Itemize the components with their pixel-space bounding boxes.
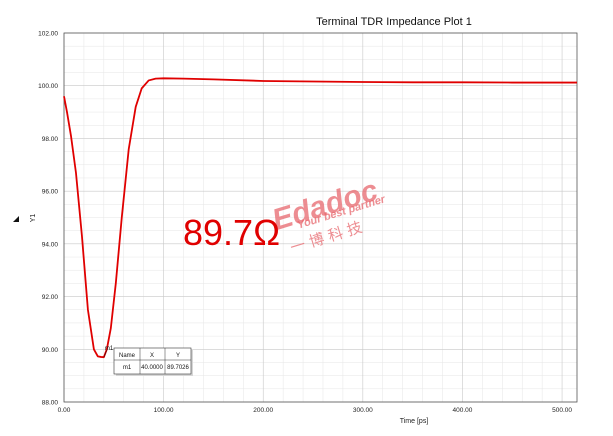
marker-table-header-y: Y <box>176 353 180 359</box>
x-tick-label: 400.00 <box>453 407 473 414</box>
axis-collapse-arrow-icon[interactable] <box>13 216 19 222</box>
marker-table-box <box>113 347 192 375</box>
series-line-impedance <box>63 77 577 359</box>
impedance-annotation: 89.7Ω <box>183 212 280 253</box>
x-tick-label: 200.00 <box>253 407 273 414</box>
x-tick-label: 500.00 <box>552 407 572 414</box>
x-tick-label: 100.00 <box>154 407 174 414</box>
marker-m1[interactable]: m1 <box>103 346 114 358</box>
x-tick-label: 300.00 <box>353 407 373 414</box>
y-tick-label: 88.00 <box>42 400 59 407</box>
y-tick-labels: 88.00 90.00 92.00 94.00 96.00 98.00 100.00 102.… <box>38 31 58 407</box>
y-tick-label: 100.00 <box>38 83 58 90</box>
chart-title: Terminal TDR Impedance Plot 1 <box>316 16 472 28</box>
marker-table-cell-name: m1 <box>123 365 132 371</box>
watermark-logo: Edadoc Your best partner 一 博 科 技 <box>268 174 387 257</box>
y-tick-label: 98.00 <box>42 136 59 143</box>
x-tick-label: 0.00 <box>58 407 71 414</box>
marker-table-cell-x: 40.0000 <box>141 365 163 371</box>
marker-table-header-name: Name <box>119 353 136 359</box>
x-axis-label: Time [ps] <box>400 418 429 425</box>
plot-frame <box>63 32 578 403</box>
marker-table-cell-y: 89.7026 <box>167 365 189 371</box>
y-tick-label: 90.00 <box>42 347 59 354</box>
marker-leader-line <box>103 350 108 358</box>
y-tick-label: 102.00 <box>38 31 58 38</box>
y-tick-label: 96.00 <box>42 189 59 196</box>
y-tick-label: 92.00 <box>42 294 59 301</box>
grid <box>63 32 577 403</box>
marker-table-header-x: X <box>150 353 154 359</box>
marker-table[interactable]: Name X Y m1 40.0000 89.7026 <box>113 347 193 376</box>
x-tick-labels: 0.00 100.00 200.00 300.00 400.00 500.00 <box>58 407 573 414</box>
y-axis-label: Y1 <box>30 214 37 223</box>
marker-label: m1 <box>105 346 114 352</box>
y-tick-label: 94.00 <box>42 241 59 248</box>
